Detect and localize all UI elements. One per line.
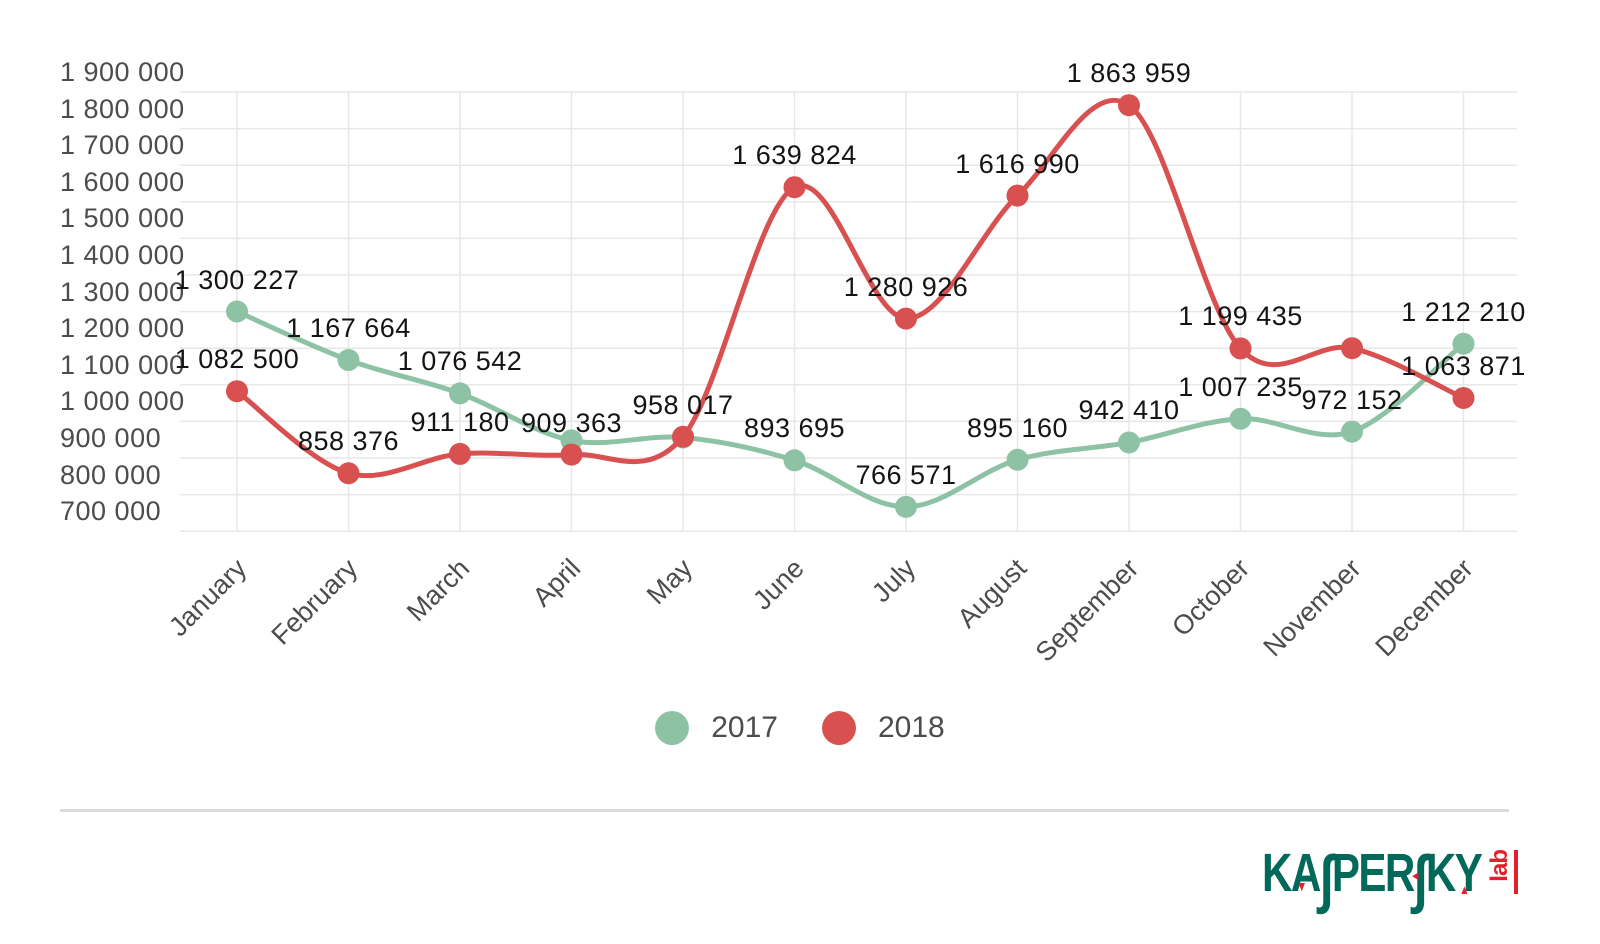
logo-triangle-a-icon: ▼ bbox=[1296, 878, 1307, 894]
data-point-2018-October bbox=[1229, 337, 1252, 360]
logo-lab-rule bbox=[1514, 850, 1518, 894]
data-label-2017-September: 942 410 bbox=[1078, 395, 1180, 426]
legend-label-2017: 2017 bbox=[711, 711, 778, 744]
data-point-2017-February bbox=[337, 349, 360, 372]
logo-triangle-y-icon: ▲ bbox=[1459, 882, 1469, 897]
data-point-2018-January bbox=[226, 380, 248, 403]
logo-triangle-r-icon: ◄ bbox=[1410, 868, 1420, 883]
data-label-2017-February: 1 167 664 bbox=[286, 313, 411, 344]
data-point-2017-July bbox=[895, 495, 917, 518]
data-label-2018-January: 1 082 500 bbox=[174, 344, 300, 375]
plot-area: 1 900 000 1 800 000 1 700 000 1 600 000 1 50… bbox=[60, 57, 1526, 668]
data-label-2017-January: 1 300 227 bbox=[174, 264, 300, 295]
data-label-2017-October: 1 007 235 bbox=[1178, 371, 1303, 402]
y-axis-label: 1 600 000 bbox=[60, 166, 185, 197]
legend-swatch-2018-icon bbox=[822, 711, 856, 745]
divider-line bbox=[60, 809, 1509, 812]
data-point-2017-June bbox=[783, 449, 806, 472]
data-point-2017-December bbox=[1452, 332, 1475, 355]
legend-swatch-2017-icon bbox=[655, 711, 690, 745]
data-label-2017-December: 1 212 210 bbox=[1401, 296, 1526, 327]
data-label-2018-March: 911 180 bbox=[410, 406, 510, 437]
data-point-2018-September bbox=[1118, 94, 1140, 117]
data-label-2018-April: 909 363 bbox=[520, 407, 623, 438]
data-point-2018-July bbox=[895, 307, 917, 330]
data-label-2018-December: 1 063 871 bbox=[1401, 351, 1526, 382]
data-point-2018-November bbox=[1341, 337, 1363, 360]
legend-item-2017: 2017 bbox=[655, 711, 778, 745]
data-point-2017-August bbox=[1006, 448, 1029, 471]
data-point-2018-December bbox=[1452, 387, 1475, 410]
data-label-2017-July: 766 571 bbox=[855, 459, 957, 490]
y-axis-label: 1 000 000 bbox=[60, 386, 185, 417]
y-axis-label: 1 900 000 bbox=[60, 57, 185, 87]
data-point-2017-January bbox=[226, 300, 248, 323]
y-axis-label: 1 800 000 bbox=[60, 93, 185, 124]
data-point-2018-February bbox=[337, 462, 360, 485]
logo-lab-text: lab bbox=[1486, 850, 1513, 882]
data-label-2017-March: 1 076 542 bbox=[397, 346, 523, 377]
data-label-2018-June: 1 639 824 bbox=[732, 140, 857, 171]
data-point-2018-June bbox=[783, 176, 806, 199]
legend-item-2018: 2018 bbox=[822, 711, 945, 745]
data-point-2018-March bbox=[449, 442, 471, 465]
y-axis-label: 900 000 bbox=[60, 423, 162, 453]
y-axis-label: 800 000 bbox=[60, 459, 162, 490]
data-point-2018-April bbox=[560, 443, 583, 466]
data-label-2017-June: 893 695 bbox=[743, 413, 846, 444]
legend-label-2018: 2018 bbox=[878, 711, 945, 744]
data-label-2017-November: 972 152 bbox=[1301, 384, 1403, 415]
data-label-2018-May: 958 017 bbox=[632, 389, 734, 420]
y-axis-label: 1 200 000 bbox=[60, 313, 185, 344]
kaspersky-wordmark: KA∫PER∫KY ▼ ◄ ▲ bbox=[1262, 842, 1483, 914]
y-axis-label: 1 400 000 bbox=[60, 240, 185, 270]
y-axis-label: 1 300 000 bbox=[60, 276, 185, 307]
data-point-2017-November bbox=[1341, 420, 1363, 443]
data-label-2018-February: 858 376 bbox=[297, 426, 400, 457]
line-chart-canvas bbox=[180, 91, 1517, 532]
y-axis-label: 1 100 000 bbox=[60, 349, 185, 380]
data-label-2018-July: 1 280 926 bbox=[843, 271, 969, 302]
data-point-2018-August bbox=[1006, 184, 1029, 207]
data-label-2017-August: 895 160 bbox=[966, 412, 1069, 443]
stylized-s-icon: ∫ bbox=[1413, 842, 1428, 914]
y-axis-label: 700 000 bbox=[60, 496, 162, 527]
data-label-2018-October: 1 199 435 bbox=[1178, 301, 1303, 332]
legend: 2017 2018 bbox=[0, 711, 1600, 745]
data-point-2018-May bbox=[672, 425, 694, 448]
stylized-s-icon: ∫ bbox=[1319, 842, 1334, 914]
kaspersky-lab-logo: KA∫PER∫KY ▼ ◄ ▲ lab bbox=[1262, 842, 1532, 914]
data-label-2018-September: 1 863 959 bbox=[1066, 58, 1192, 89]
data-point-2017-March bbox=[449, 382, 471, 405]
y-axis-label: 1 500 000 bbox=[60, 203, 185, 234]
data-label-2018-August: 1 616 990 bbox=[955, 148, 1080, 179]
y-axis-label: 1 700 000 bbox=[60, 130, 185, 161]
data-point-2017-October bbox=[1229, 407, 1252, 430]
data-point-2017-September bbox=[1118, 431, 1140, 454]
